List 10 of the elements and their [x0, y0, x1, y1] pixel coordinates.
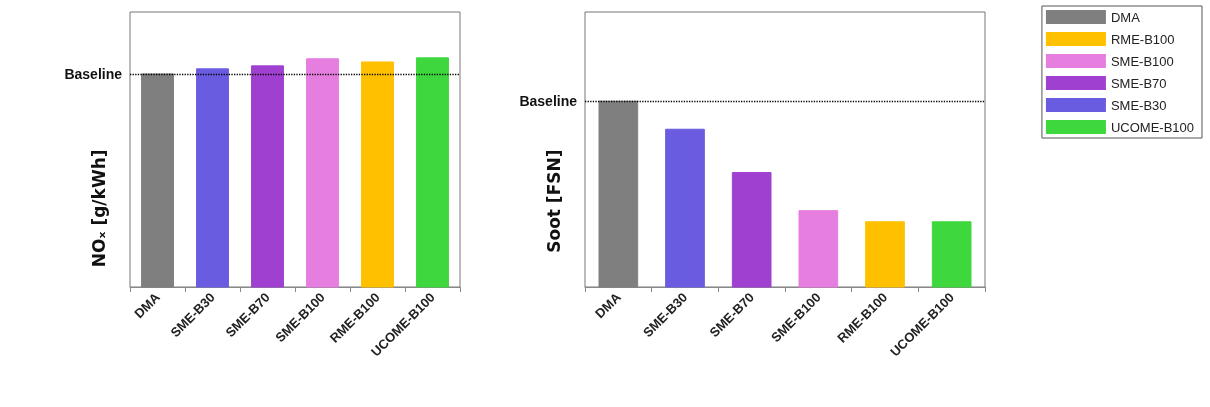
legend-label: SME-B70 [1110, 75, 1167, 91]
y-axis-title: Soot [FSN] [543, 149, 564, 253]
legend-label: SME-B100 [1110, 53, 1174, 69]
legend-label: DMA [1110, 9, 1141, 25]
y-axis-title: NOₓ [g/kWh] [88, 149, 109, 268]
ref-line-label: Baseline [519, 93, 578, 110]
legend-label: UCOME-B100 [1110, 119, 1194, 135]
ref-line-label: Baseline [64, 65, 123, 82]
legend-label: SME-B30 [1110, 97, 1167, 113]
legend-label: RME-B100 [1110, 31, 1175, 47]
